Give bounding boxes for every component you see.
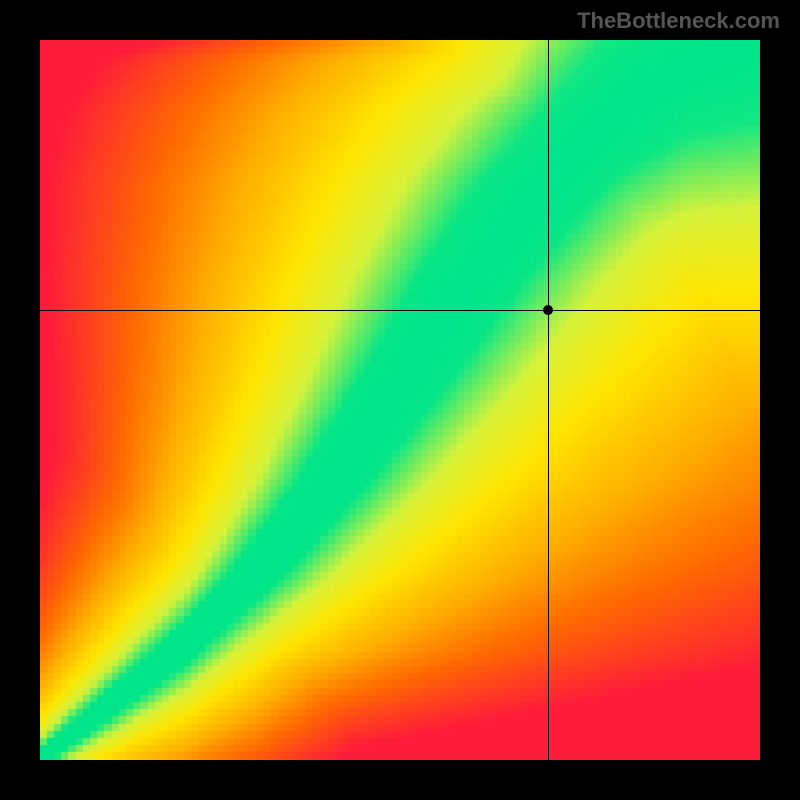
bottleneck-heatmap: [40, 40, 760, 760]
watermark-text: TheBottleneck.com: [577, 8, 780, 34]
crosshair-vertical: [548, 40, 549, 760]
crosshair-horizontal: [40, 310, 760, 311]
heatmap-canvas: [40, 40, 760, 760]
selection-marker: [543, 305, 553, 315]
